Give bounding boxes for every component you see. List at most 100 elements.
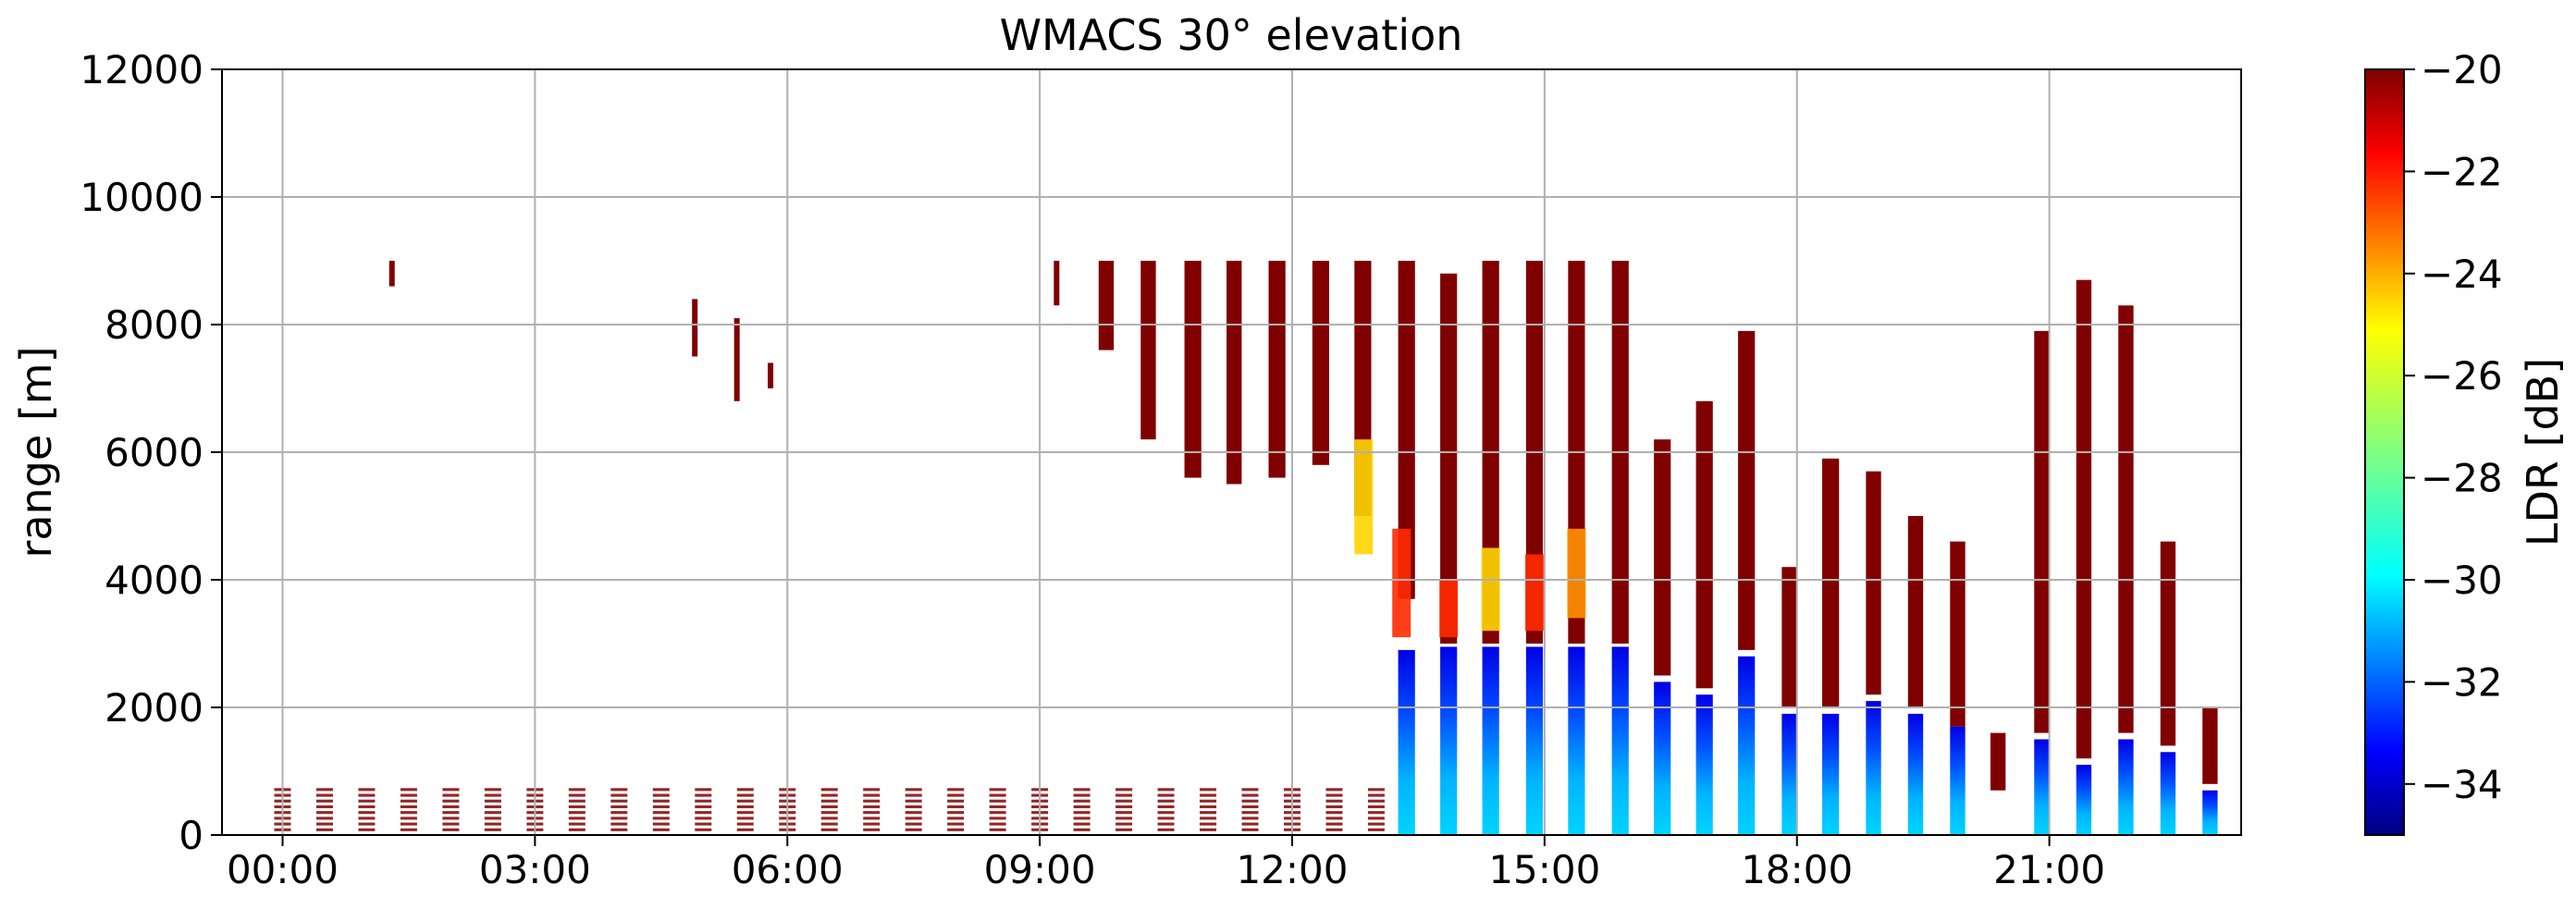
boundary-layer-echo-cell xyxy=(1073,799,1091,803)
colorbar-tick-label: −34 xyxy=(2421,762,2503,807)
boundary-layer-echo xyxy=(1325,788,1343,831)
boundary-layer-echo-cell xyxy=(652,788,670,792)
boundary-layer-echo-cell xyxy=(315,828,333,831)
boundary-layer-echo-cell xyxy=(947,811,965,815)
colorbar-label: LDR [dB] xyxy=(2518,358,2568,547)
boundary-layer-echo-cell xyxy=(1367,793,1385,797)
boundary-layer-echo xyxy=(442,788,460,831)
colorbar-tick-label: −20 xyxy=(2421,47,2503,92)
boundary-layer-echo-cell xyxy=(989,793,1006,797)
boundary-layer-echo-cell xyxy=(989,828,1006,831)
rain-ldr-column xyxy=(2286,758,2301,835)
boundary-layer-echo-cell xyxy=(652,799,670,803)
boundary-layer-echo xyxy=(905,788,922,831)
boundary-layer-echo-cell xyxy=(1073,793,1091,797)
boundary-layer-echo-cell xyxy=(652,828,670,831)
isolated-echo xyxy=(1054,261,1060,306)
boundary-layer-echo-cell xyxy=(1157,811,1175,815)
boundary-layer-echo-cell xyxy=(1325,788,1343,792)
boundary-layer-echo-cell xyxy=(1073,817,1091,820)
boundary-layer-echo-cell xyxy=(695,822,712,826)
boundary-layer-echo-cell xyxy=(989,811,1006,815)
isolated-echo xyxy=(768,362,774,388)
boundary-layer-echo-cell xyxy=(568,822,585,826)
boundary-layer-echo-cell xyxy=(400,817,417,820)
boundary-layer-echo-cell xyxy=(1115,799,1133,803)
boundary-layer-echo-cell xyxy=(1115,817,1133,820)
rain-ldr-column xyxy=(2160,752,2176,835)
cloud-scan-column xyxy=(1822,458,1840,707)
boundary-layer-echo-cell xyxy=(358,822,376,826)
boundary-layer-echo-cell xyxy=(947,817,965,820)
boundary-layer-echo-cell xyxy=(820,811,838,815)
enhanced-ldr-feature xyxy=(1567,528,1586,619)
boundary-layer-echo xyxy=(315,788,333,831)
boundary-layer-echo-cell xyxy=(400,788,417,792)
boundary-layer-echo-cell xyxy=(905,811,922,815)
boundary-layer-echo-cell xyxy=(442,799,460,803)
colorbar-tick-label: −22 xyxy=(2421,149,2503,194)
boundary-layer-echo-cell xyxy=(736,811,754,815)
boundary-layer-echo-cell xyxy=(1325,811,1343,815)
boundary-layer-echo xyxy=(820,788,838,831)
cloud-scan-column xyxy=(1654,439,1671,676)
isolated-echo xyxy=(733,318,740,401)
boundary-layer-echo-cell xyxy=(1241,805,1259,809)
x-tick-label: 12:00 xyxy=(1236,847,1348,892)
boundary-layer-echo-cell xyxy=(568,828,585,831)
boundary-layer-echo xyxy=(736,788,754,831)
enhanced-ldr-feature xyxy=(1481,547,1500,632)
boundary-layer-echo-cell xyxy=(1367,799,1385,803)
boundary-layer-echo-cell xyxy=(820,805,838,809)
boundary-layer-echo-cell xyxy=(315,793,333,797)
boundary-layer-echo-cell xyxy=(400,828,417,831)
cloud-scan-column xyxy=(1398,261,1415,599)
rain-ldr-column xyxy=(1738,656,1756,835)
boundary-layer-echo-cell xyxy=(1367,822,1385,826)
boundary-layer-echo-cell xyxy=(358,817,376,820)
boundary-layer-echo-cell xyxy=(695,828,712,831)
boundary-layer-echo-cell xyxy=(905,799,922,803)
cloud-scan-column xyxy=(1695,400,1713,689)
boundary-layer-echo-cell xyxy=(1200,822,1217,826)
boundary-layer-echo-cell xyxy=(315,805,333,809)
boundary-layer-echo-cell xyxy=(905,828,922,831)
boundary-layer-echo-cell xyxy=(1325,817,1343,820)
cloud-scan-column xyxy=(1268,261,1286,478)
y-tick-label: 10000 xyxy=(80,175,203,220)
y-tick-label: 2000 xyxy=(105,685,203,731)
cloud-scan-column xyxy=(1907,516,1924,707)
boundary-layer-echo-cell xyxy=(1200,788,1217,792)
boundary-layer-echo-cell xyxy=(568,817,585,820)
boundary-layer-echo-cell xyxy=(1157,793,1175,797)
boundary-layer-echo-cell xyxy=(1157,828,1175,831)
rain-ldr-column xyxy=(1482,646,1499,835)
boundary-layer-echo-cell xyxy=(1241,793,1259,797)
x-tick-label: 15:00 xyxy=(1488,847,1600,892)
boundary-layer-echo-cell xyxy=(1073,805,1091,809)
boundary-layer-echo-cell xyxy=(1325,799,1343,803)
rain-ldr-column xyxy=(2034,739,2050,835)
cloud-scan-column xyxy=(2034,330,2050,733)
boundary-layer-echo-cell xyxy=(820,788,838,792)
cloud-scan-column xyxy=(2118,305,2134,733)
boundary-layer-echo-cell xyxy=(610,793,628,797)
boundary-layer-echo-cell xyxy=(1241,788,1259,792)
boundary-layer-echo-cell xyxy=(947,788,965,792)
boundary-layer-echo xyxy=(358,788,376,831)
boundary-layer-echo-cell xyxy=(736,822,754,826)
cloud-scan-column xyxy=(1738,330,1756,650)
boundary-layer-echo-cell xyxy=(1115,805,1133,809)
boundary-layer-echo-cell xyxy=(1367,788,1385,792)
enhanced-ldr-feature xyxy=(1392,528,1411,638)
boundary-layer-echo-cell xyxy=(400,822,417,826)
boundary-layer-echo-cell xyxy=(1115,822,1133,826)
cloud-scan-column xyxy=(2160,541,2176,746)
boundary-layer-echo-cell xyxy=(1157,817,1175,820)
x-tick-label: 21:00 xyxy=(1993,847,2105,892)
boundary-layer-echo-cell xyxy=(736,788,754,792)
boundary-layer-echo-cell xyxy=(610,805,628,809)
cloud-scan-column xyxy=(2202,707,2218,784)
boundary-layer-echo-cell xyxy=(1367,811,1385,815)
rain-ldr-column xyxy=(1654,682,1671,835)
